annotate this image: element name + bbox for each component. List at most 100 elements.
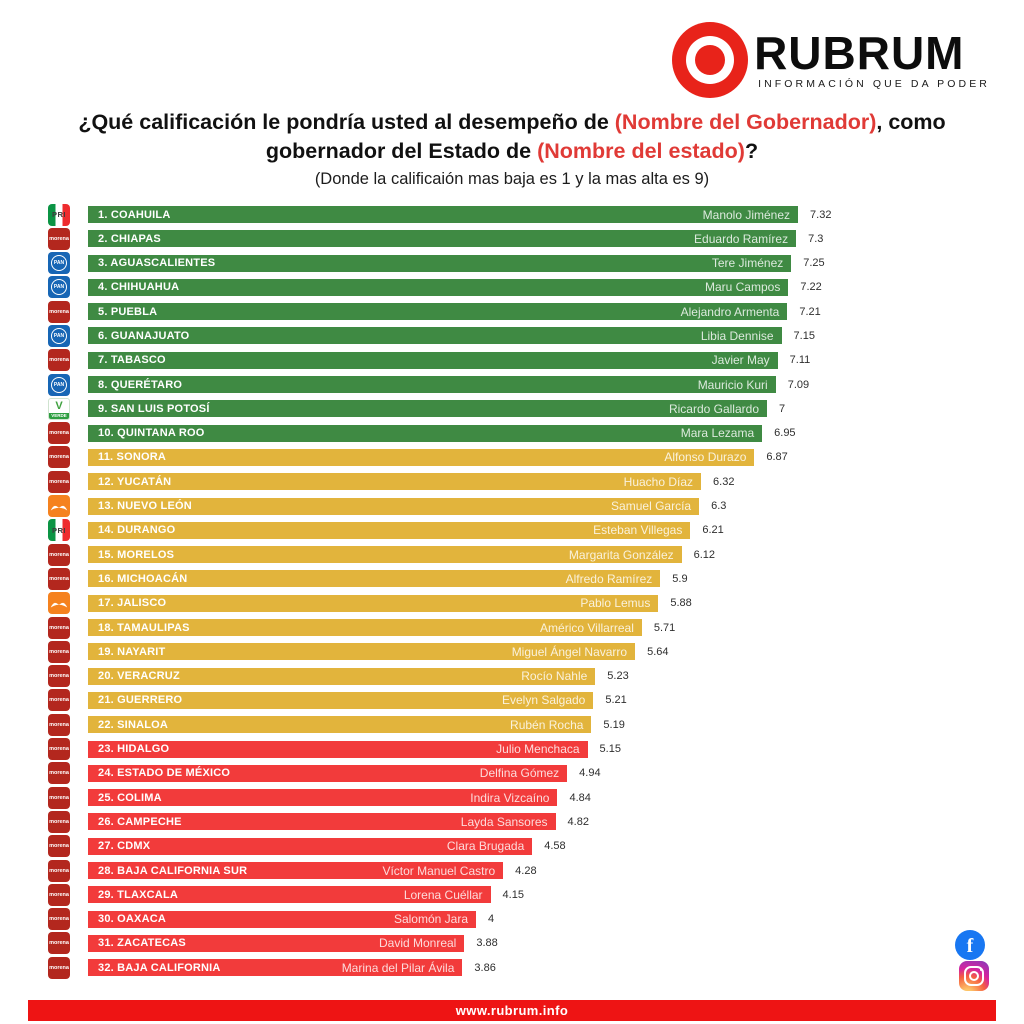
party-logo-icon: morena <box>48 665 70 688</box>
score-bar: 12. YUCATÁN Huacho Díaz <box>88 473 702 491</box>
score-bar: 17. JALISCO Pablo Lemus <box>88 594 659 612</box>
party-logo-icon: PAN <box>48 373 70 396</box>
table-row: morena 31. ZACATECAS David Monreal 3.88 <box>48 932 988 955</box>
governor-name: Alfredo Ramírez <box>565 571 653 586</box>
score-value: 4.15 <box>502 888 524 901</box>
score-value: 4.94 <box>579 767 601 780</box>
state-label: 13. NUEVO LEÓN <box>98 500 192 513</box>
score-value: 6.3 <box>711 500 727 513</box>
title-text-2: , como gobernador del Estado de <box>265 110 946 163</box>
score-value: 7 <box>779 402 786 415</box>
party-logo-icon: PAN <box>48 324 70 347</box>
morena-logo-icon: morena <box>48 349 70 372</box>
table-row: morena 12. YUCATÁN Huacho Díaz 6.32 <box>48 470 988 493</box>
score-bar: 16. MICHOACÁN Alfredo Ramírez <box>88 570 661 588</box>
pan-logo-icon: PAN <box>48 252 70 275</box>
governor-name: Tere Jiménez <box>711 256 784 271</box>
morena-logo-icon: morena <box>48 616 70 639</box>
governor-name: Indira Vizcaíno <box>470 790 550 805</box>
state-label: 16. MICHOACÁN <box>98 572 188 585</box>
party-logo-icon: morena <box>48 835 70 858</box>
table-row: morena 19. NAYARIT Miguel Ángel Navarro … <box>48 640 988 663</box>
score-value: 7.3 <box>808 232 824 245</box>
governor-name: Delfina Gómez <box>479 766 560 781</box>
score-value: 4.58 <box>544 840 566 853</box>
score-value: 5.19 <box>603 718 625 731</box>
party-logo-icon: morena <box>48 470 70 493</box>
state-label: 17. JALISCO <box>98 597 167 610</box>
morena-logo-icon: morena <box>48 543 70 566</box>
instagram-icon[interactable] <box>959 961 989 991</box>
score-value: 4 <box>488 913 495 926</box>
score-bar: 22. SINALOA Rubén Rocha <box>88 716 592 734</box>
score-value: 6.95 <box>774 427 796 440</box>
score-bar: 20. VERACRUZ Rocío Nahle <box>88 667 596 685</box>
governor-name: Esteban Villegas <box>593 523 683 538</box>
state-label: 5. PUEBLA <box>98 305 158 318</box>
state-label: 31. ZACATECAS <box>98 937 186 950</box>
score-value: 4.82 <box>567 815 589 828</box>
score-value: 5.23 <box>607 670 629 683</box>
score-value: 7.11 <box>789 354 811 367</box>
table-row: morena 21. GUERRERO Evelyn Salgado 5.21 <box>48 689 988 712</box>
party-logo-icon: morena <box>48 422 70 445</box>
website-link[interactable]: www.rubrum.info <box>455 1003 569 1018</box>
title-text-1: ¿Qué calificación le pondría usted al de… <box>78 110 615 134</box>
mc-logo-icon <box>48 592 70 615</box>
governor-name: Samuel García <box>611 499 692 514</box>
score-bar: 28. BAJA CALIFORNIA SUR Víctor Manuel Ca… <box>88 862 504 880</box>
bullseye-logo-icon <box>672 22 749 98</box>
party-logo-icon: morena <box>48 689 70 712</box>
score-value: 6.12 <box>693 548 716 561</box>
score-value: 3.86 <box>474 961 496 974</box>
party-logo-icon: morena <box>48 446 70 469</box>
state-label: 11. SONORA <box>98 451 167 464</box>
score-value: 6.32 <box>713 475 735 488</box>
morena-logo-icon: morena <box>48 883 70 906</box>
score-value: 5.88 <box>670 597 692 610</box>
state-label: 9. SAN LUIS POTOSÍ <box>98 402 210 415</box>
governor-name: Marina del Pilar Ávila <box>341 960 455 975</box>
score-value: 5.9 <box>672 572 688 585</box>
table-row: V VERDE 9. SAN LUIS POTOSÍ Ricardo Gallar… <box>48 397 988 420</box>
morena-logo-icon: morena <box>48 422 70 445</box>
governor-name: Manolo Jiménez <box>702 207 791 222</box>
score-value: 4.84 <box>569 791 591 804</box>
state-label: 2. CHIAPAS <box>98 232 161 245</box>
mc-logo-icon <box>48 495 70 518</box>
pri-logo-icon: PRI <box>48 519 70 542</box>
score-bar: 31. ZACATECAS David Monreal <box>88 934 465 952</box>
party-logo-icon: PRI <box>48 203 70 226</box>
party-logo-icon: PAN <box>48 276 70 299</box>
morena-logo-icon: morena <box>48 470 70 493</box>
state-label: 30. OAXACA <box>98 913 167 926</box>
state-label: 26. CAMPECHE <box>98 815 182 828</box>
score-bar: 9. SAN LUIS POTOSÍ Ricardo Gallardo <box>88 400 767 418</box>
party-logo-icon: morena <box>48 932 70 955</box>
morena-logo-icon: morena <box>48 908 70 931</box>
party-logo-icon: morena <box>48 810 70 833</box>
score-value: 6.21 <box>702 524 724 537</box>
state-label: 15. MORELOS <box>98 548 175 561</box>
score-bar: 1. COAHUILA Manolo Jiménez <box>88 206 799 223</box>
score-value: 6.87 <box>766 451 788 464</box>
table-row: 17. JALISCO Pablo Lemus 5.88 <box>48 592 988 615</box>
party-logo-icon: PAN <box>48 252 70 275</box>
party-logo-icon: morena <box>48 713 70 736</box>
morena-logo-icon: morena <box>48 859 70 882</box>
brand-name: RUBRUM <box>754 27 965 79</box>
score-value: 5.71 <box>653 621 676 634</box>
facebook-icon[interactable]: f <box>955 930 985 960</box>
table-row: morena 28. BAJA CALIFORNIA SUR Víctor Ma… <box>48 859 988 882</box>
party-logo-icon: PRI <box>48 519 70 542</box>
party-logo-icon: morena <box>48 300 70 323</box>
table-row: morena 25. COLIMA Indira Vizcaíno 4.84 <box>48 786 988 809</box>
score-bar: 3. AGUASCALIENTES Tere Jiménez <box>88 254 792 272</box>
score-value: 3.88 <box>476 937 498 950</box>
morena-logo-icon: morena <box>48 227 70 250</box>
pri-logo-icon: PRI <box>48 203 70 226</box>
score-value: 5.15 <box>599 743 621 756</box>
governor-name: Miguel Ángel Navarro <box>511 644 628 659</box>
table-row: PAN 8. QUERÉTARO Mauricio Kuri 7.09 <box>48 373 988 396</box>
governor-name: Javier May <box>711 353 770 368</box>
